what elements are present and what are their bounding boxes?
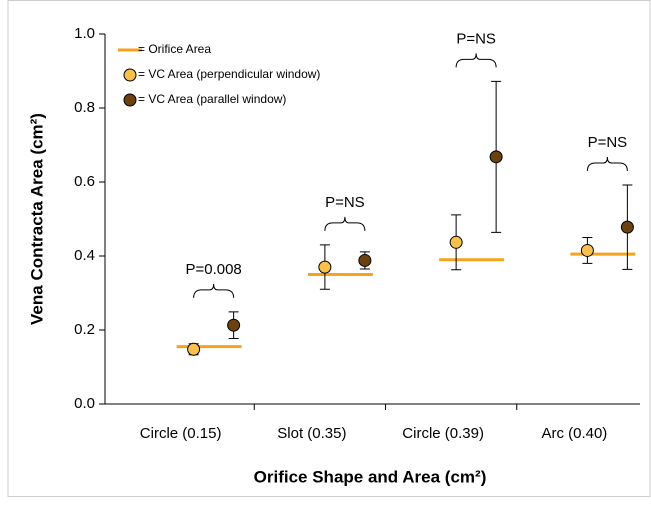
y-tick-label: 0.0 [74, 395, 95, 412]
point [620, 220, 634, 234]
annotation: P=NS [456, 30, 496, 47]
y-tick-label: 0.8 [74, 99, 95, 116]
frame [7, 0, 651, 497]
point [358, 253, 372, 267]
x-tick-label: Circle (0.15) [140, 425, 222, 442]
y-tick-label: 0.6 [74, 173, 95, 190]
annotation: P=NS [325, 194, 365, 211]
annotation: P=0.008 [185, 261, 241, 278]
point [318, 260, 332, 274]
legend-label: = VC Area (perpendicular window) [138, 67, 320, 81]
x-tick-label: Arc (0.40) [541, 425, 607, 442]
legend-label: = VC Area (parallel window) [138, 92, 286, 106]
y-tick-label: 1.0 [74, 25, 95, 42]
legend-marker [123, 93, 137, 107]
bracket [455, 53, 497, 68]
bracket [193, 283, 235, 298]
point [227, 318, 241, 332]
point [449, 235, 463, 249]
point [580, 243, 594, 257]
y-tick-label: 0.2 [74, 321, 95, 338]
bracket [324, 216, 366, 231]
x-tick-label: Circle (0.39) [402, 425, 484, 442]
x-axis-title: Orifice Shape and Area (cm²) [254, 467, 487, 486]
annotation: P=NS [588, 134, 628, 151]
point [489, 150, 503, 164]
x-tick-label: Slot (0.35) [277, 425, 346, 442]
bracket [586, 156, 628, 171]
point [187, 342, 201, 356]
y-axis-title: Vena Contracta Area (cm²) [27, 113, 46, 325]
y-tick-label: 0.4 [74, 247, 95, 264]
legend-label: = Orifice Area [138, 42, 211, 56]
legend-marker [123, 68, 137, 82]
